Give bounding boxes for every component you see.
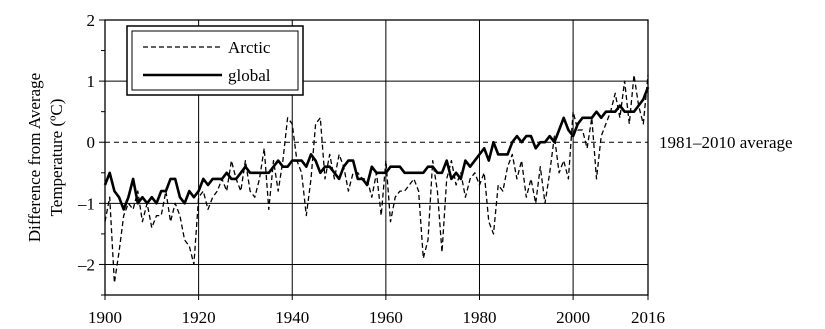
y-axis-title-line-2: Temperature (ºC) — [47, 99, 66, 217]
series-line-arctic — [104, 74, 649, 284]
x-tick-label: 2000 — [556, 308, 590, 327]
reference-line-label: 1981–2010 average — [659, 133, 793, 152]
plot-frame — [104, 19, 649, 296]
series-line-global — [103, 86, 650, 211]
y-tick-label: 2 — [87, 11, 96, 30]
x-tick-label: 1920 — [182, 308, 216, 327]
x-tick-label: 2016 — [631, 308, 665, 327]
axes-group — [99, 19, 649, 300]
series-group — [103, 74, 650, 284]
y-tick-label: 0 — [87, 133, 96, 152]
x-tick-label: 1940 — [275, 308, 309, 327]
legend-label-arctic: Arctic — [228, 38, 271, 57]
y-axis-title-line-1: Difference from Average — [25, 73, 44, 242]
legend-inner-border — [131, 30, 299, 91]
legend-label-global: global — [228, 66, 271, 85]
labels-group: 2 1 0 –1 –2 1900 1920 1940 1960 1980 2000 2016 1981–… — [25, 11, 793, 327]
y-tick-label: –2 — [77, 255, 95, 274]
y-tick-label: 1 — [87, 72, 96, 91]
legend-box — [126, 25, 304, 96]
x-tick-label: 1960 — [369, 308, 403, 327]
legend: Arctic global — [126, 25, 304, 96]
y-tick-label: –1 — [77, 194, 95, 213]
x-tick-label: 1900 — [88, 308, 122, 327]
x-tick-label: 1980 — [462, 308, 496, 327]
